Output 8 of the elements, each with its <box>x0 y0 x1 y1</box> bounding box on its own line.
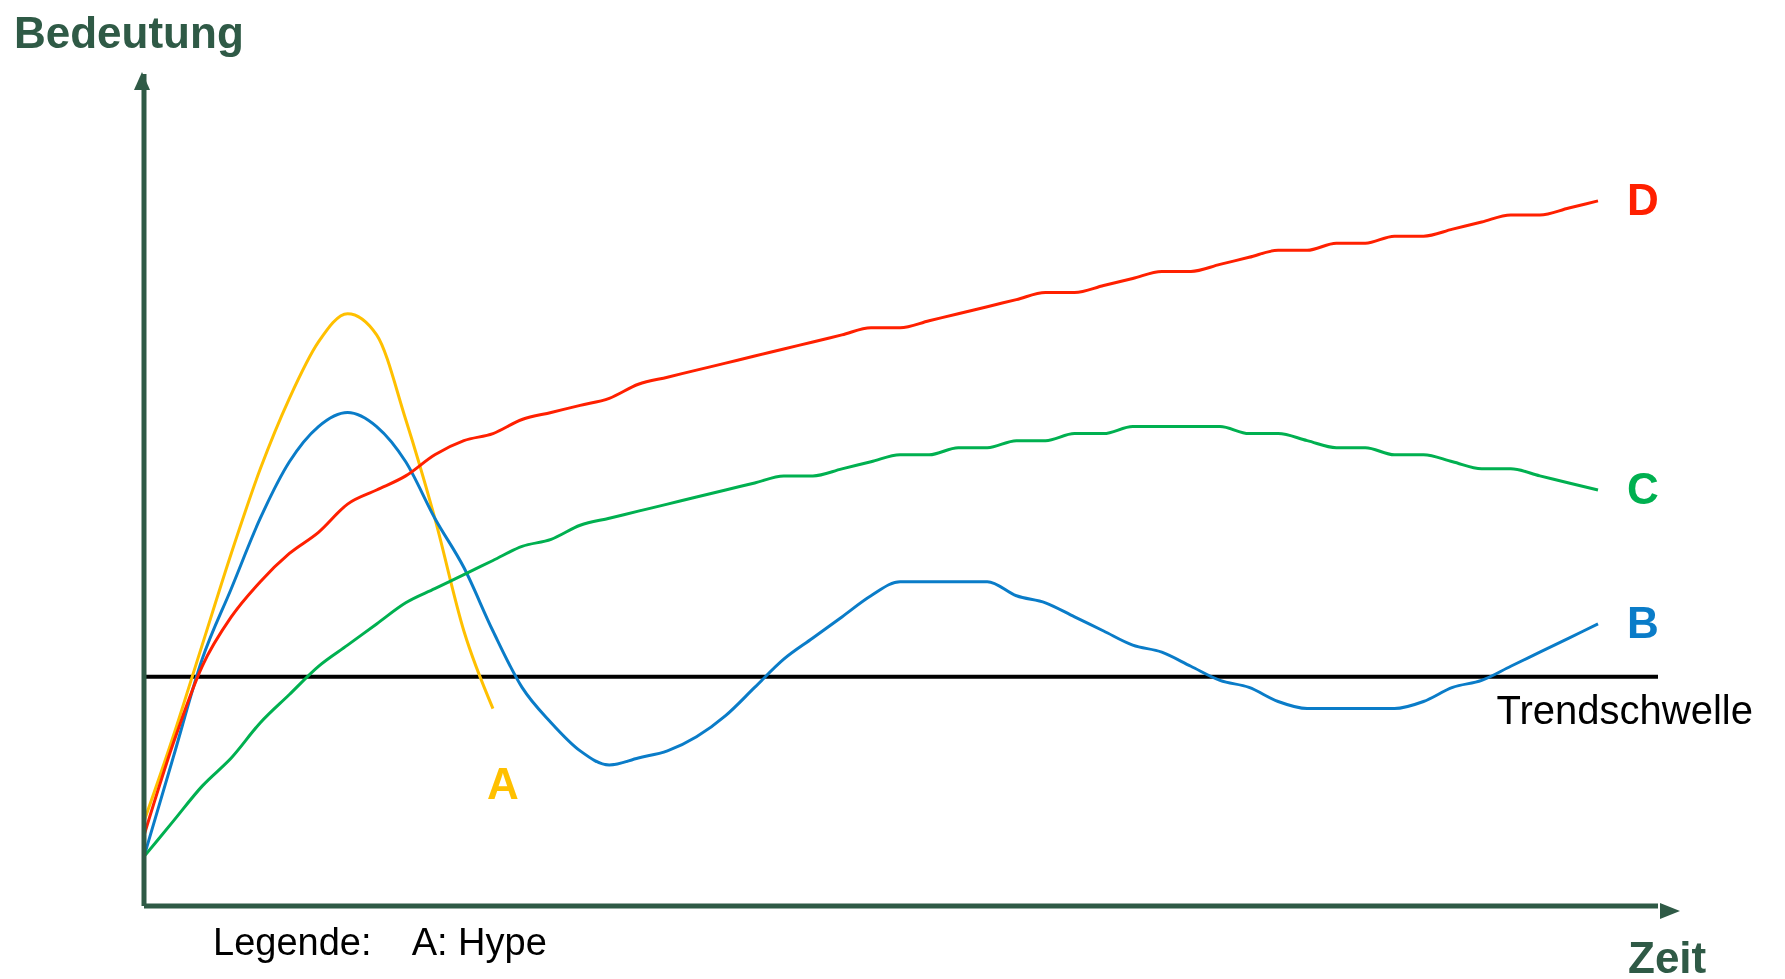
series-label: C <box>1627 464 1659 513</box>
series-label: B <box>1627 597 1659 647</box>
series-label: A <box>487 758 519 808</box>
text: Legende: A: Hype <box>213 920 547 964</box>
series-label: D <box>1627 174 1659 224</box>
x-axis-title: Zeit <box>1628 933 1707 979</box>
y-axis-title: Bedeutung <box>14 8 244 58</box>
ref-line-label: Trendschwelle <box>1496 687 1753 732</box>
